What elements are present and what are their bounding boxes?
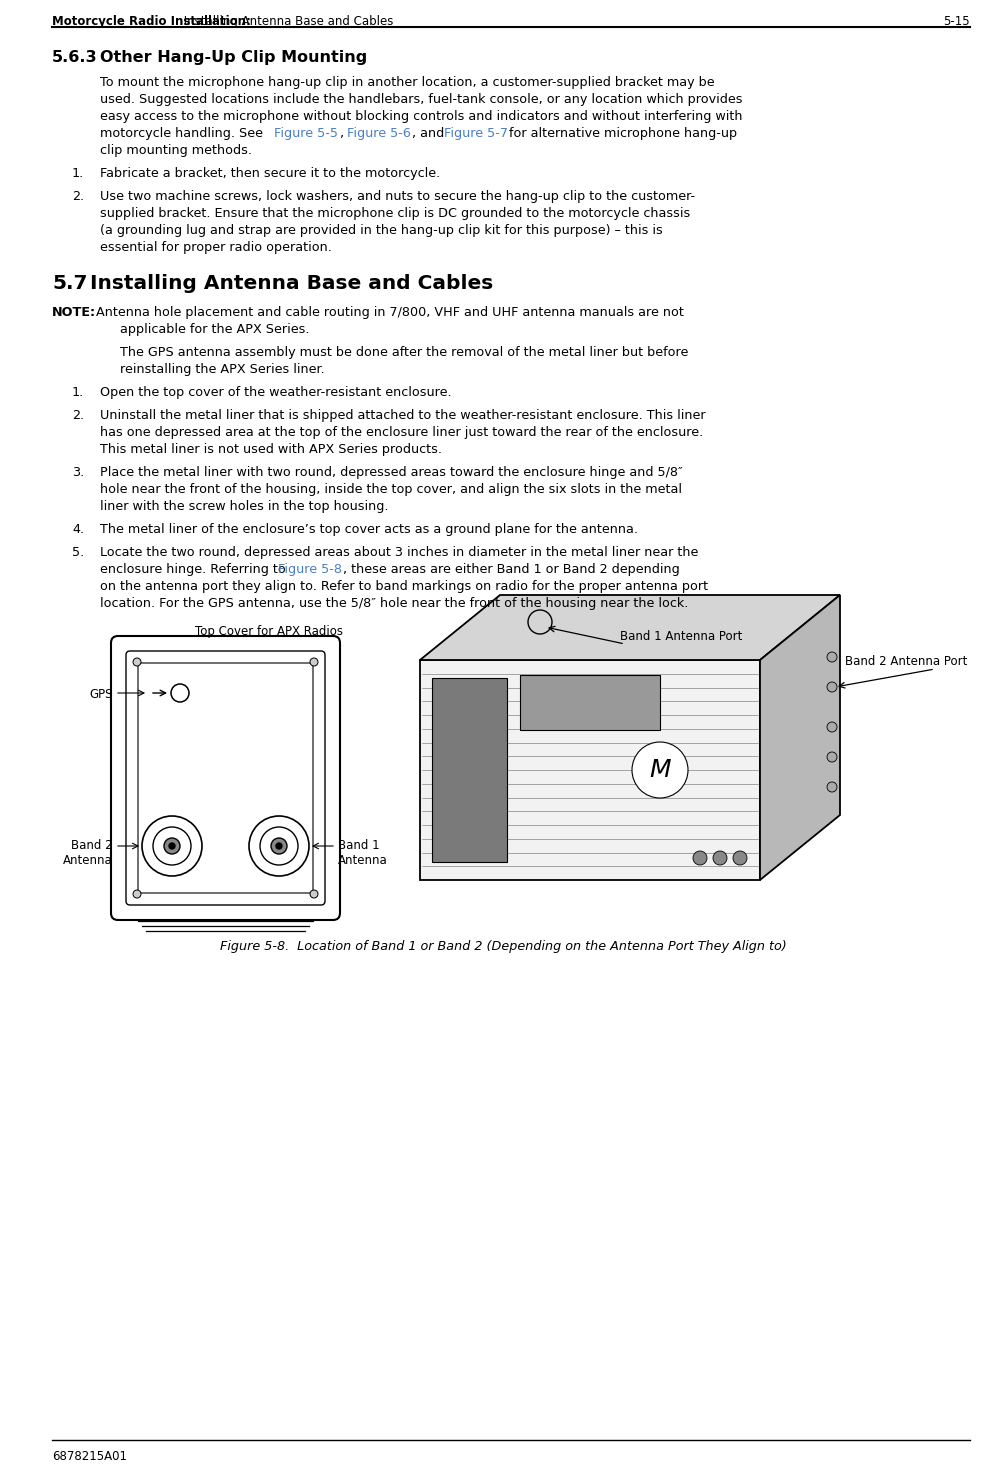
Polygon shape bbox=[420, 660, 760, 880]
Text: supplied bracket. Ensure that the microphone clip is DC grounded to the motorcyc: supplied bracket. Ensure that the microp… bbox=[100, 207, 690, 220]
Text: The GPS antenna assembly must be done after the removal of the metal liner but b: The GPS antenna assembly must be done af… bbox=[120, 347, 688, 358]
Circle shape bbox=[133, 658, 141, 665]
Circle shape bbox=[133, 890, 141, 898]
Text: 1.: 1. bbox=[72, 386, 85, 400]
Text: 5.6.3: 5.6.3 bbox=[52, 50, 98, 65]
Text: Antenna: Antenna bbox=[63, 853, 113, 867]
Text: 6878215A01: 6878215A01 bbox=[52, 1450, 127, 1463]
Text: reinstalling the APX Series liner.: reinstalling the APX Series liner. bbox=[120, 363, 325, 376]
Text: liner with the screw holes in the top housing.: liner with the screw holes in the top ho… bbox=[100, 499, 388, 513]
Circle shape bbox=[827, 721, 837, 732]
Text: enclosure hinge. Referring to: enclosure hinge. Referring to bbox=[100, 563, 290, 576]
Text: Band 2: Band 2 bbox=[71, 839, 113, 852]
Text: ,: , bbox=[339, 126, 343, 140]
FancyBboxPatch shape bbox=[126, 651, 325, 905]
Text: 2.: 2. bbox=[72, 190, 85, 203]
Text: Place the metal liner with two round, depressed areas toward the enclosure hinge: Place the metal liner with two round, de… bbox=[100, 466, 683, 479]
Circle shape bbox=[169, 843, 175, 849]
Text: essential for proper radio operation.: essential for proper radio operation. bbox=[100, 241, 332, 254]
FancyBboxPatch shape bbox=[138, 663, 313, 893]
Text: Band 2 Antenna Port: Band 2 Antenna Port bbox=[845, 655, 968, 668]
Circle shape bbox=[310, 658, 318, 665]
Text: clip mounting methods.: clip mounting methods. bbox=[100, 144, 252, 157]
Circle shape bbox=[733, 851, 747, 865]
Text: 3.: 3. bbox=[72, 466, 85, 479]
Polygon shape bbox=[760, 595, 840, 880]
Text: Antenna hole placement and cable routing in 7/800, VHF and UHF antenna manuals a: Antenna hole placement and cable routing… bbox=[92, 306, 684, 319]
Text: has one depressed area at the top of the enclosure liner just toward the rear of: has one depressed area at the top of the… bbox=[100, 426, 703, 439]
Text: Use two machine screws, lock washers, and nuts to secure the hang-up clip to the: Use two machine screws, lock washers, an… bbox=[100, 190, 695, 203]
Text: Fabricate a bracket, then secure it to the motorcycle.: Fabricate a bracket, then secure it to t… bbox=[100, 167, 441, 181]
Circle shape bbox=[827, 752, 837, 762]
Circle shape bbox=[271, 837, 287, 853]
Text: Figure 5-6: Figure 5-6 bbox=[347, 126, 410, 140]
Text: for alternative microphone hang-up: for alternative microphone hang-up bbox=[509, 126, 737, 140]
Text: GPS: GPS bbox=[90, 687, 113, 701]
Circle shape bbox=[827, 652, 837, 663]
Text: 2.: 2. bbox=[72, 408, 85, 422]
Text: motorcycle handling. See: motorcycle handling. See bbox=[100, 126, 267, 140]
Text: Band 1 Antenna Port: Band 1 Antenna Port bbox=[620, 630, 742, 643]
Circle shape bbox=[632, 742, 688, 798]
Text: Open the top cover of the weather-resistant enclosure.: Open the top cover of the weather-resist… bbox=[100, 386, 452, 400]
Circle shape bbox=[693, 851, 707, 865]
Text: location. For the GPS antenna, use the 5/8″ hole near the front of the housing n: location. For the GPS antenna, use the 5… bbox=[100, 596, 688, 610]
Text: Figure 5-7: Figure 5-7 bbox=[444, 126, 508, 140]
Text: Top Cover for APX Radios: Top Cover for APX Radios bbox=[195, 624, 343, 638]
Polygon shape bbox=[432, 679, 507, 862]
Text: Antenna: Antenna bbox=[338, 853, 387, 867]
Text: easy access to the microphone without blocking controls and indicators and witho: easy access to the microphone without bl… bbox=[100, 110, 742, 123]
Text: , and: , and bbox=[412, 126, 445, 140]
Circle shape bbox=[528, 610, 552, 635]
Polygon shape bbox=[420, 595, 840, 660]
Polygon shape bbox=[520, 674, 660, 730]
Text: Figure 5-5: Figure 5-5 bbox=[274, 126, 338, 140]
Circle shape bbox=[827, 682, 837, 692]
Text: applicable for the APX Series.: applicable for the APX Series. bbox=[120, 323, 310, 336]
Circle shape bbox=[276, 843, 282, 849]
Text: Figure 5-8: Figure 5-8 bbox=[278, 563, 342, 576]
Text: Other Hang-Up Clip Mounting: Other Hang-Up Clip Mounting bbox=[100, 50, 367, 65]
Circle shape bbox=[310, 890, 318, 898]
Text: , these areas are either Band 1 or Band 2 depending: , these areas are either Band 1 or Band … bbox=[343, 563, 680, 576]
Text: Installing Antenna Base and Cables: Installing Antenna Base and Cables bbox=[180, 15, 393, 28]
FancyBboxPatch shape bbox=[111, 636, 340, 920]
Text: Figure 5-8.  Location of Band 1 or Band 2 (Depending on the Antenna Port They Al: Figure 5-8. Location of Band 1 or Band 2… bbox=[219, 940, 787, 953]
Text: 5.7: 5.7 bbox=[52, 275, 88, 292]
Text: 1.: 1. bbox=[72, 167, 85, 181]
Circle shape bbox=[827, 782, 837, 792]
Text: Installing Antenna Base and Cables: Installing Antenna Base and Cables bbox=[90, 275, 493, 292]
Text: 4.: 4. bbox=[72, 523, 85, 536]
Text: (a grounding lug and strap are provided in the hang-up clip kit for this purpose: (a grounding lug and strap are provided … bbox=[100, 223, 663, 237]
Circle shape bbox=[164, 837, 180, 853]
Text: Band 1: Band 1 bbox=[338, 839, 379, 852]
Text: 5.: 5. bbox=[72, 546, 85, 560]
Text: NOTE:: NOTE: bbox=[52, 306, 97, 319]
Text: used. Suggested locations include the handlebars, fuel-tank console, or any loca: used. Suggested locations include the ha… bbox=[100, 93, 742, 106]
Text: The metal liner of the enclosure’s top cover acts as a ground plane for the ante: The metal liner of the enclosure’s top c… bbox=[100, 523, 638, 536]
Text: This metal liner is not used with APX Series products.: This metal liner is not used with APX Se… bbox=[100, 444, 442, 455]
Text: Locate the two round, depressed areas about 3 inches in diameter in the metal li: Locate the two round, depressed areas ab… bbox=[100, 546, 698, 560]
Text: Motorcycle Radio Installation:: Motorcycle Radio Installation: bbox=[52, 15, 250, 28]
Text: Uninstall the metal liner that is shipped attached to the weather-resistant encl: Uninstall the metal liner that is shippe… bbox=[100, 408, 705, 422]
Text: 5-15: 5-15 bbox=[944, 15, 970, 28]
Text: hole near the front of the housing, inside the top cover, and align the six slot: hole near the front of the housing, insi… bbox=[100, 483, 682, 497]
Text: on the antenna port they align to. Refer to band markings on radio for the prope: on the antenna port they align to. Refer… bbox=[100, 580, 708, 593]
Text: To mount the microphone hang-up clip in another location, a customer-supplied br: To mount the microphone hang-up clip in … bbox=[100, 76, 714, 90]
Circle shape bbox=[713, 851, 727, 865]
Text: M: M bbox=[649, 758, 671, 782]
